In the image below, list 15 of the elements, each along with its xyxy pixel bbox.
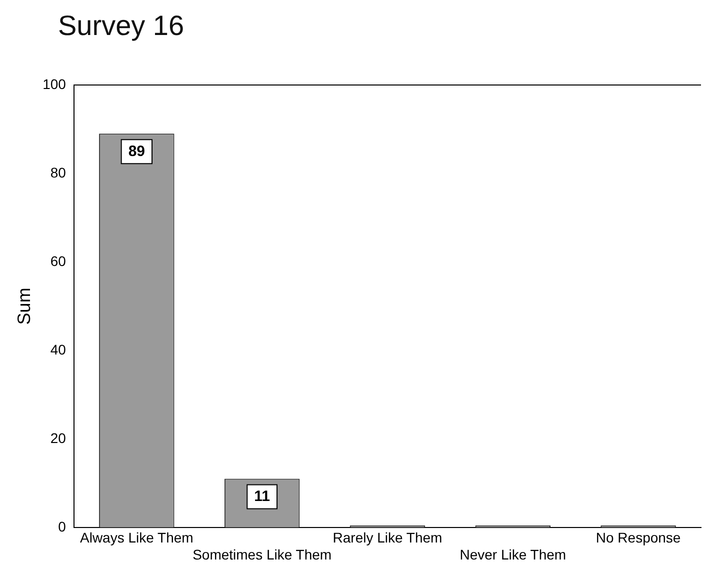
data-label: 11 xyxy=(254,488,270,505)
x-tick-label: Never Like Them xyxy=(460,546,566,562)
y-tick-label: 60 xyxy=(50,252,66,269)
y-tick-label: 40 xyxy=(50,341,66,358)
y-tick-label: 80 xyxy=(50,164,66,180)
y-tick-label: 0 xyxy=(58,518,66,534)
y-axis-title: Sum xyxy=(14,288,34,325)
chart-title: Survey 16 xyxy=(58,10,184,42)
data-label: 89 xyxy=(128,142,146,160)
y-tick-label: 100 xyxy=(42,76,66,92)
y-tick-label: 20 xyxy=(50,430,66,446)
x-tick-label: Rarely Like Them xyxy=(332,530,442,546)
x-tick-label: No Response xyxy=(596,530,681,546)
x-tick-label: Sometimes Like Them xyxy=(192,546,332,562)
x-tick-label: Always Like Them xyxy=(80,530,194,546)
